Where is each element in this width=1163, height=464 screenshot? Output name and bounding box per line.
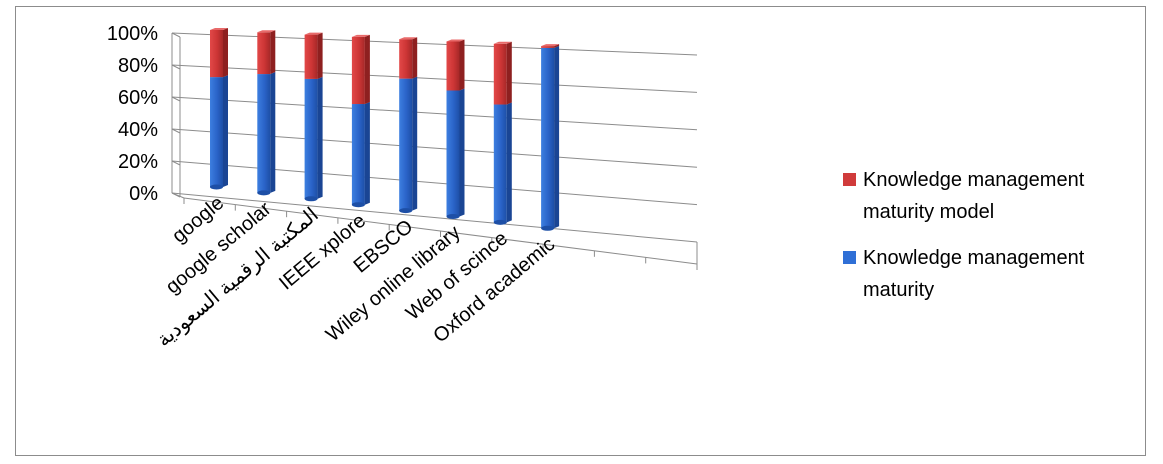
bar-maturity-model-side [412,37,417,78]
bar-maturity-model [447,42,460,91]
gridline-60 [172,97,697,130]
bar-maturity-model [305,35,318,79]
bar-maturity-model-side [460,40,465,91]
bar-maturity-model-side [507,42,512,105]
legend-swatch [843,251,856,264]
bar-maturity [494,105,507,223]
bar-maturity-model [494,44,507,105]
bar-maturity-model [399,39,412,78]
bar-maturity-side [270,72,275,193]
gridline-20 [172,161,697,205]
y-tick-label: 40% [118,119,158,141]
legend-label-cont: maturity model [863,201,994,223]
y-tick-label: 80% [118,55,158,77]
bar-maturity [541,48,554,228]
legend-swatch [843,173,856,186]
legend-label: Knowledge management [863,247,1085,269]
bar-maturity-side [460,89,465,217]
y-tick-labels: 0% 20% 40% 60% 80% 100% [107,23,158,205]
bar-maturity-base [210,185,223,190]
bar-maturity-side [554,46,559,228]
legend-label-cont: maturity [863,279,934,301]
bar-maturity-side [318,77,323,199]
bar-maturity-side [223,75,228,187]
bar-maturity [210,77,223,187]
bar-maturity-base [399,208,412,213]
bar-maturity-side [507,103,512,223]
bar-maturity-model-side [365,35,370,104]
bar-maturity [399,79,412,211]
y-tick-label: 20% [118,151,158,173]
bar-maturity-base [352,202,365,207]
y-tick-label: 60% [118,87,158,109]
bar-maturity-side [365,102,370,205]
legend-label: Knowledge management [863,169,1085,191]
bar-maturity-model [257,32,270,74]
bar-maturity-base [541,226,554,231]
bar-maturity-base [257,190,270,195]
legend: Knowledge management maturity model Knowle… [843,169,1085,301]
y-tick-label: 0% [129,183,158,205]
bar-maturity [447,91,460,217]
gridline-80 [172,65,697,92]
bar-maturity-base [305,196,318,201]
bar-maturity-base [447,214,460,219]
gridline-40 [172,129,697,167]
bar-maturity-model [210,30,223,77]
bar-maturity-model [541,46,554,48]
bar-maturity-model [352,37,365,104]
bar-maturity-model-side [318,33,323,79]
gridline-100 [172,33,697,55]
bar-maturity-model-side [223,28,228,77]
y-tick-label: 100% [107,23,158,45]
bar-maturity [305,79,318,199]
bar-maturity-base [494,220,507,225]
bar-maturity-side [412,77,417,211]
bar-maturity-model-side [270,30,275,74]
bar-maturity [257,74,270,193]
bar-maturity [352,104,365,205]
